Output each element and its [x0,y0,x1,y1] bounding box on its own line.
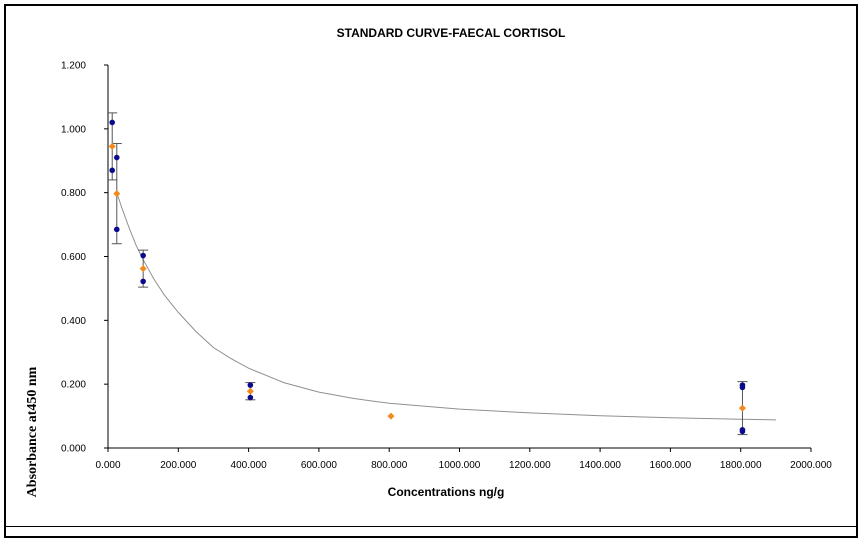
y-tick-label: 0.200 [61,380,86,391]
y-tick-label: 0.800 [61,188,86,199]
y-axis-label: Absorbance at450 nm [25,366,40,497]
x-tick-label: 2000.000 [790,460,832,471]
y-tick-label: 0.400 [61,316,86,327]
x-tick-label: 400.000 [231,460,268,471]
x-tick-label: 0.000 [95,460,120,471]
replicate-point [140,252,146,259]
y-tick-label: 0.600 [61,252,86,263]
mean-point [108,142,116,150]
chart-title: STANDARD CURVE-FAECAL CORTISOL [337,26,566,40]
replicate-point [109,167,116,174]
x-tick-label: 1200.000 [509,460,551,471]
x-tick-label: 1600.000 [650,460,692,471]
plot-area: 0.000 0.200 0.400 0.600 0.800 1.000 1.200 0.000… [61,61,832,472]
replicate-point [739,384,746,391]
replicate-point [247,394,254,401]
replicate-point [739,428,746,435]
x-tick-label: 200.000 [160,460,197,471]
replicate-point [140,278,146,285]
replicate-point [113,226,120,233]
replicate-point [109,119,116,126]
x-tick-label: 1800.000 [720,460,762,471]
chart-frame [4,4,858,538]
y-tick-label: 1.000 [61,124,86,135]
mean-point [738,404,746,412]
y-tick-label: 1.200 [61,61,86,72]
x-tick-label: 1000.000 [439,460,481,471]
mean-point [113,190,121,198]
y-tick-label: 0.000 [61,444,86,455]
x-axis-label: Concentrations ng/g [388,485,505,499]
mean-point [246,387,254,395]
fit-curve-line [116,192,776,421]
frame-bottom-line [6,526,856,527]
mean-point [139,265,147,273]
replicate-point [247,382,254,388]
replicate-point [113,154,120,161]
x-tick-label: 600.000 [301,460,338,471]
x-tick-label: 1400.000 [579,460,621,471]
x-tick-label: 800.000 [371,460,408,471]
mean-point [387,412,395,420]
